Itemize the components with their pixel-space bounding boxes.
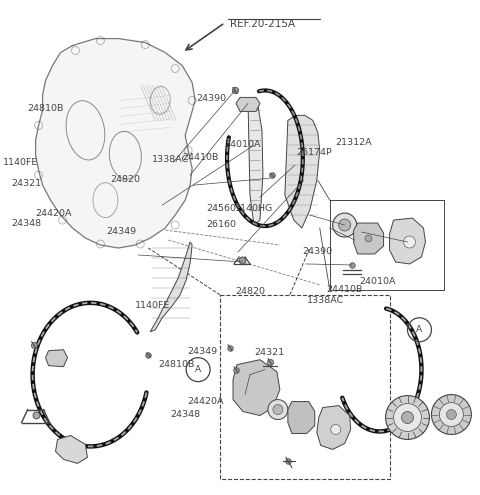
Circle shape (339, 219, 351, 231)
Text: 1338AC: 1338AC (152, 155, 189, 164)
Polygon shape (288, 401, 315, 434)
Text: 24348: 24348 (11, 219, 41, 228)
Text: 24820: 24820 (235, 288, 265, 297)
Text: 26160: 26160 (206, 220, 237, 229)
Circle shape (268, 399, 288, 420)
Circle shape (404, 236, 416, 248)
Polygon shape (46, 349, 68, 367)
Text: 24348: 24348 (170, 410, 201, 419)
Polygon shape (233, 360, 280, 415)
Text: 24321: 24321 (254, 347, 285, 356)
Text: 26174P: 26174P (297, 148, 332, 157)
Circle shape (331, 425, 341, 435)
Circle shape (439, 402, 463, 427)
Circle shape (402, 411, 413, 424)
Polygon shape (354, 223, 384, 254)
Text: 24420A: 24420A (35, 209, 72, 218)
Text: 24420A: 24420A (187, 397, 224, 406)
Polygon shape (390, 218, 425, 264)
Text: 24410B: 24410B (326, 286, 362, 295)
Text: REF.20-215A: REF.20-215A (230, 19, 295, 29)
Circle shape (446, 409, 456, 420)
Text: 24410B: 24410B (182, 153, 219, 162)
Text: 24810B: 24810B (158, 360, 195, 369)
Polygon shape (248, 99, 263, 225)
Text: 1140FE: 1140FE (135, 301, 170, 310)
Polygon shape (236, 98, 260, 111)
Text: 24321: 24321 (11, 179, 41, 188)
Polygon shape (150, 242, 192, 332)
Polygon shape (56, 436, 87, 463)
Circle shape (273, 404, 283, 414)
Circle shape (394, 403, 421, 432)
Text: 24010A: 24010A (360, 277, 396, 286)
Text: 24390: 24390 (196, 94, 226, 103)
Polygon shape (317, 405, 351, 449)
Text: 24349: 24349 (187, 346, 217, 356)
Text: 24349: 24349 (106, 227, 136, 236)
Text: 24810B: 24810B (27, 104, 63, 113)
Text: 1140HG: 1140HG (235, 204, 274, 213)
Text: 21312A: 21312A (336, 139, 372, 148)
Text: 24010A: 24010A (225, 140, 261, 149)
Text: 24390: 24390 (302, 247, 332, 256)
Text: 24560: 24560 (206, 204, 237, 213)
Circle shape (333, 213, 357, 237)
Circle shape (385, 396, 430, 440)
Text: A: A (417, 325, 422, 334)
Text: 24820: 24820 (111, 175, 141, 184)
Polygon shape (285, 115, 320, 228)
Text: 1140FE: 1140FE (3, 158, 38, 167)
Circle shape (432, 395, 471, 435)
Polygon shape (36, 39, 195, 248)
Text: A: A (195, 365, 201, 374)
Text: 1338AC: 1338AC (307, 297, 344, 305)
